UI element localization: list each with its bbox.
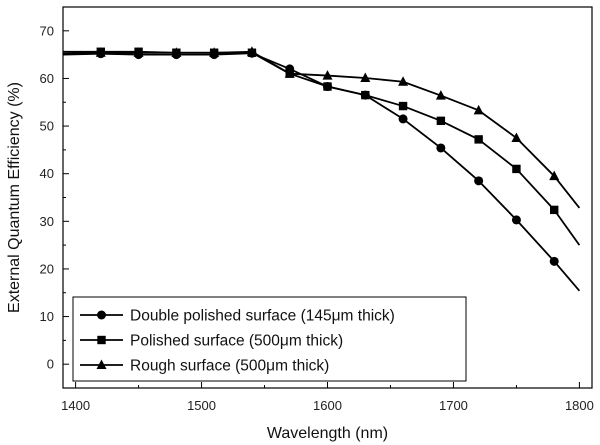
- x-tick-label: 1400: [61, 398, 90, 413]
- y-tick-label: 70: [40, 23, 54, 38]
- data-point-series-2: [361, 90, 370, 100]
- data-point-series-2: [550, 205, 559, 215]
- data-point-series-1: [511, 215, 521, 225]
- x-tick-label: 1800: [565, 398, 594, 413]
- x-tick-label: 1500: [187, 398, 216, 413]
- legend-marker-3: [96, 359, 107, 369]
- series-line-1: [63, 52, 581, 292]
- legend-box: [72, 296, 467, 382]
- x-axis-title: Wavelength (nm): [267, 425, 388, 442]
- series-line-3: [63, 50, 581, 209]
- data-point-series-3: [398, 76, 409, 86]
- data-point-series-1: [549, 256, 559, 266]
- data-point-series-2: [398, 101, 408, 111]
- legend-label-2: Polished surface (500μm thick): [130, 333, 343, 350]
- legend-marker-1: [97, 310, 106, 320]
- y-tick-label: 50: [40, 119, 54, 134]
- x-tick-label: 1700: [439, 398, 468, 413]
- x-tick-label: 1600: [313, 398, 342, 413]
- data-point-series-3: [322, 70, 333, 80]
- data-point-series-3: [549, 170, 560, 181]
- legend-label-1: Double polished surface (145μm thick): [130, 308, 395, 325]
- data-point-series-3: [133, 47, 144, 57]
- data-point-series-3: [209, 47, 220, 57]
- data-point-series-2: [474, 135, 483, 144]
- data-point-series-2: [323, 82, 332, 91]
- data-point-series-3: [95, 47, 106, 57]
- data-point-series-2: [512, 164, 521, 174]
- data-point-series-1: [474, 176, 484, 186]
- y-axis-title: External Quantum Efficiency (%): [6, 82, 23, 313]
- data-point-series-3: [246, 46, 257, 56]
- y-tick-label: 30: [40, 214, 54, 229]
- series-line-2: [63, 50, 581, 246]
- data-point-series-3: [511, 132, 522, 142]
- y-tick-label: 40: [40, 166, 54, 181]
- data-point-series-3: [473, 104, 484, 115]
- y-tick-label: 20: [40, 261, 54, 276]
- data-point-series-1: [436, 143, 446, 153]
- y-tick-label: 10: [40, 309, 54, 324]
- y-tick-label: 60: [40, 71, 54, 86]
- data-point-series-2: [436, 116, 446, 126]
- legend-label-3: Rough surface (500μm thick): [130, 358, 329, 375]
- legend-marker-2: [97, 335, 106, 345]
- data-point-series-3: [360, 72, 371, 82]
- data-point-series-1: [398, 114, 408, 124]
- data-point-series-3: [435, 90, 446, 100]
- data-point-series-3: [171, 47, 182, 57]
- y-tick-label: 0: [47, 357, 54, 372]
- data-point-series-3: [284, 68, 295, 78]
